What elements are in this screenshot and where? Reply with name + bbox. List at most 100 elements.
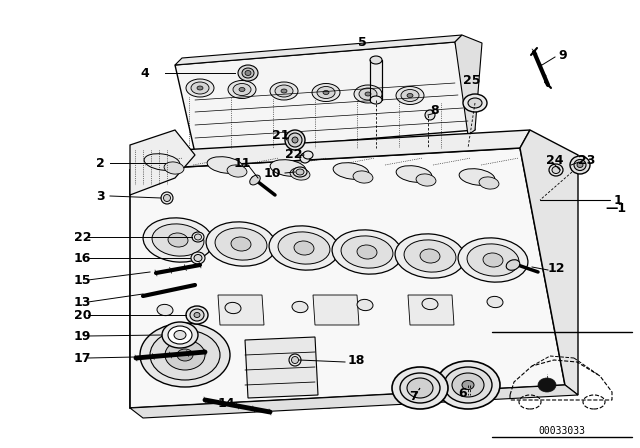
Polygon shape (245, 337, 318, 398)
Ellipse shape (177, 349, 193, 361)
Text: 6: 6 (458, 387, 467, 400)
Polygon shape (130, 130, 195, 195)
Text: 11: 11 (234, 156, 252, 169)
Ellipse shape (239, 87, 245, 91)
Ellipse shape (574, 159, 586, 171)
Ellipse shape (401, 90, 419, 102)
Text: 22: 22 (285, 147, 303, 160)
Ellipse shape (291, 357, 298, 363)
Polygon shape (175, 35, 462, 65)
Ellipse shape (392, 367, 448, 409)
Text: 4: 4 (140, 66, 148, 79)
Text: 10: 10 (264, 167, 282, 180)
Ellipse shape (462, 380, 474, 389)
Ellipse shape (275, 85, 293, 97)
Ellipse shape (227, 165, 247, 177)
Ellipse shape (459, 169, 495, 185)
Ellipse shape (463, 94, 487, 112)
Text: 20: 20 (74, 309, 92, 322)
Polygon shape (313, 295, 359, 325)
Ellipse shape (458, 238, 528, 282)
Ellipse shape (357, 299, 373, 310)
Ellipse shape (168, 326, 192, 344)
Ellipse shape (168, 233, 188, 247)
Ellipse shape (354, 85, 382, 103)
Ellipse shape (164, 162, 184, 174)
Ellipse shape (190, 309, 204, 321)
Polygon shape (455, 35, 482, 135)
Ellipse shape (479, 177, 499, 189)
Ellipse shape (174, 331, 186, 340)
Ellipse shape (231, 237, 251, 251)
Ellipse shape (416, 174, 436, 186)
Ellipse shape (292, 137, 298, 143)
Text: 12: 12 (548, 262, 566, 275)
Text: 8: 8 (430, 103, 438, 116)
Ellipse shape (407, 378, 433, 398)
Ellipse shape (294, 241, 314, 255)
Ellipse shape (538, 378, 556, 392)
Ellipse shape (293, 167, 307, 177)
Text: —1: —1 (605, 202, 626, 215)
Ellipse shape (228, 81, 256, 99)
Ellipse shape (207, 157, 243, 173)
Ellipse shape (468, 98, 482, 108)
Polygon shape (408, 295, 454, 325)
Ellipse shape (425, 110, 435, 120)
Ellipse shape (487, 297, 503, 308)
Ellipse shape (400, 373, 440, 403)
Text: 00033033: 00033033 (538, 426, 586, 436)
Ellipse shape (281, 89, 287, 93)
Ellipse shape (420, 249, 440, 263)
Ellipse shape (300, 153, 310, 163)
Ellipse shape (396, 86, 424, 104)
Ellipse shape (341, 236, 393, 268)
Text: 25: 25 (463, 73, 481, 86)
Ellipse shape (570, 156, 590, 174)
Ellipse shape (186, 79, 214, 97)
Polygon shape (218, 295, 264, 325)
Ellipse shape (270, 159, 306, 177)
Ellipse shape (353, 171, 373, 183)
Ellipse shape (365, 92, 371, 96)
Ellipse shape (422, 298, 438, 310)
Ellipse shape (152, 224, 204, 256)
Ellipse shape (192, 232, 204, 242)
Ellipse shape (452, 373, 484, 397)
Ellipse shape (215, 228, 267, 260)
Ellipse shape (333, 163, 369, 179)
Text: 23: 23 (578, 154, 595, 167)
Ellipse shape (150, 330, 220, 380)
Ellipse shape (332, 230, 402, 274)
Polygon shape (175, 42, 475, 153)
Ellipse shape (191, 82, 209, 94)
Polygon shape (130, 130, 530, 170)
Ellipse shape (296, 169, 304, 175)
Ellipse shape (404, 240, 456, 272)
Ellipse shape (225, 302, 241, 314)
Ellipse shape (317, 86, 335, 99)
Ellipse shape (577, 163, 583, 168)
Polygon shape (520, 130, 578, 395)
Ellipse shape (233, 83, 251, 95)
Ellipse shape (144, 154, 180, 170)
Ellipse shape (395, 234, 465, 278)
Polygon shape (130, 385, 578, 418)
Ellipse shape (194, 313, 200, 318)
Ellipse shape (396, 166, 432, 182)
Ellipse shape (303, 151, 313, 159)
Ellipse shape (483, 253, 503, 267)
Polygon shape (130, 148, 565, 408)
Ellipse shape (157, 304, 173, 316)
Text: 21: 21 (272, 129, 289, 142)
Ellipse shape (140, 323, 230, 387)
Ellipse shape (549, 164, 563, 176)
Text: 19: 19 (74, 329, 92, 343)
Ellipse shape (323, 90, 329, 95)
Text: 13: 13 (74, 296, 92, 309)
Ellipse shape (359, 88, 377, 100)
Ellipse shape (250, 175, 260, 185)
Text: 17: 17 (74, 352, 92, 365)
Ellipse shape (370, 56, 382, 64)
Text: 2: 2 (96, 156, 105, 169)
